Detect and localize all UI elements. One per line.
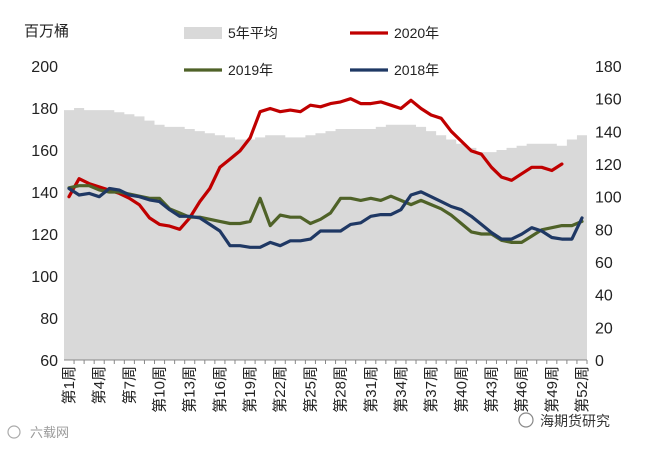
x-tick-label: 第22周 [271,366,289,413]
legend-label: 2019年 [228,62,273,78]
watermark-left: 六载网 [7,425,69,440]
y-left-tick-label: 80 [40,311,58,328]
x-tick-label: 第31周 [362,366,380,413]
y-right-tick-label: 40 [595,288,613,305]
x-tick-label: 第16周 [211,366,229,413]
x-tick-label: 第4周 [90,366,108,404]
y-left-tick-label: 160 [31,143,58,160]
x-tick-label: 第37周 [422,366,440,413]
legend-item-2019年: 2019年 [184,62,273,78]
x-tick-label: 第46周 [513,366,531,413]
watermark-right-text: 海期货研究 [540,413,610,429]
x-tick-label: 第1周 [60,366,78,404]
area-layer [64,108,587,360]
y-right-tick-label: 20 [595,320,613,337]
x-tick-label: 第13周 [181,366,199,413]
watermark-right: 海期货研究 [518,412,610,429]
series-area-5yr-average [64,108,587,360]
watermark-wechat-icon [518,412,534,428]
y-left-tick-label: 100 [31,269,58,286]
y-right-tick-label: 160 [595,92,622,109]
watermark-logo-icon [7,425,21,439]
legend-item-2018年: 2018年 [350,62,439,78]
y-right-tick-label: 100 [595,190,622,207]
legend-label: 5年平均 [228,25,278,41]
y-left-tick-label: 140 [31,185,58,202]
series-line-2018年 [67,186,584,249]
series-line-2020年 [67,97,564,231]
x-tick-label: 第34周 [392,366,410,413]
x-tick-label: 第19周 [241,366,259,413]
y-unit-label: 百万桶 [24,23,69,40]
x-tick-label: 第10周 [151,366,169,413]
y-left-tick-label: 200 [31,59,58,76]
x-tick-label: 第25周 [301,366,319,413]
y-right-tick-label: 120 [595,157,622,174]
legend-item-2020年: 2020年 [350,25,439,41]
y-right-tick-label: 180 [595,59,622,76]
y-right-tick-label: 80 [595,222,613,239]
y-right-tick-label: 60 [595,255,613,272]
y-left-tick-label: 120 [31,227,58,244]
legend-label: 2020年 [394,25,439,41]
x-tick-label: 第28周 [332,366,350,413]
y-right-tick-label: 140 [595,124,622,141]
legend-label: 2018年 [394,62,439,78]
axis-layer: 60 80 100 120 140 160 180 200 0 20 40 60 80 100 120 140… [31,59,622,413]
x-tick-label: 第52周 [573,366,591,413]
legend-swatch [184,27,222,39]
legend: 5年平均 2020年 2019年 2018年 [184,25,439,78]
x-tick-label: 第7周 [120,366,138,404]
y-left-tick-label: 180 [31,101,58,118]
x-tick-label: 第43周 [482,366,500,413]
y-left-tick-label: 60 [40,353,58,370]
x-tick-label: 第49周 [543,366,561,413]
x-tick-label: 第40周 [452,366,470,413]
legend-item-5年平均: 5年平均 [184,25,278,41]
watermark-left-text: 六载网 [30,425,69,440]
line-layer [67,97,584,249]
y-right-tick-label: 0 [595,353,604,370]
